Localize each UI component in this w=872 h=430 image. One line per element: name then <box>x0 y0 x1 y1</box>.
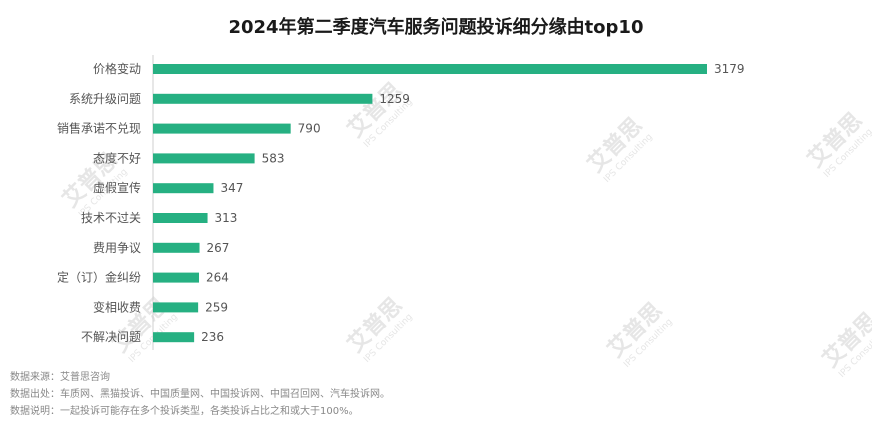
bar <box>153 242 200 253</box>
bar <box>153 213 208 223</box>
category-label: 价格变动 <box>93 61 141 76</box>
category-label: 变相收费 <box>93 299 141 314</box>
category-label: 技术不过关 <box>81 211 141 225</box>
value-label: 259 <box>205 300 228 314</box>
value-label: 790 <box>298 122 321 136</box>
bar <box>153 93 373 104</box>
bars-layer: 价格变动 3179 系统升级问题 1259 销售承诺不兑现 790 态度不好 583 虚假宣传 3… <box>57 61 745 344</box>
bar <box>153 64 707 74</box>
category-label: 销售承诺不兑现 <box>57 121 141 136</box>
value-label: 1259 <box>379 92 410 106</box>
watermark-brand: 艾普思 <box>818 308 872 373</box>
category-label: 定（订）金纠纷 <box>57 270 141 285</box>
value-label: 583 <box>262 151 285 165</box>
bar <box>153 153 255 164</box>
value-label: 347 <box>220 181 243 195</box>
category-label: 态度不好 <box>93 150 141 165</box>
bar <box>153 183 214 194</box>
value-label: 3179 <box>714 62 745 76</box>
explain-note: 数据说明：一起投诉可能存在多个投诉类型，各类投诉占比之和或大于100%。 <box>10 406 359 417</box>
bar <box>153 302 199 313</box>
value-label: 264 <box>206 271 229 285</box>
value-label: 236 <box>201 330 224 344</box>
value-label: 267 <box>207 241 230 255</box>
category-label: 费用争议 <box>93 241 141 255</box>
chart-notes: 数据来源：艾普思咨询 数据出处：车质网、黑猫投诉、中国质量网、中国投诉网、中国召… <box>10 369 390 420</box>
category-label: 虚假宣传 <box>93 180 141 195</box>
value-label: 313 <box>215 211 238 225</box>
bar <box>153 123 291 134</box>
bar <box>153 332 195 343</box>
bar <box>153 272 200 283</box>
category-label: 系统升级问题 <box>69 92 141 106</box>
category-label: 不解决问题 <box>81 330 141 344</box>
chart-title: 2024年第二季度汽车服务问题投诉细分缘由top10 <box>228 17 644 38</box>
source-note: 数据来源：艾普思咨询 <box>10 372 110 383</box>
origin-note: 数据出处：车质网、黑猫投诉、中国质量网、中国投诉网、中国召回网、汽车投诉网。 <box>10 389 390 400</box>
